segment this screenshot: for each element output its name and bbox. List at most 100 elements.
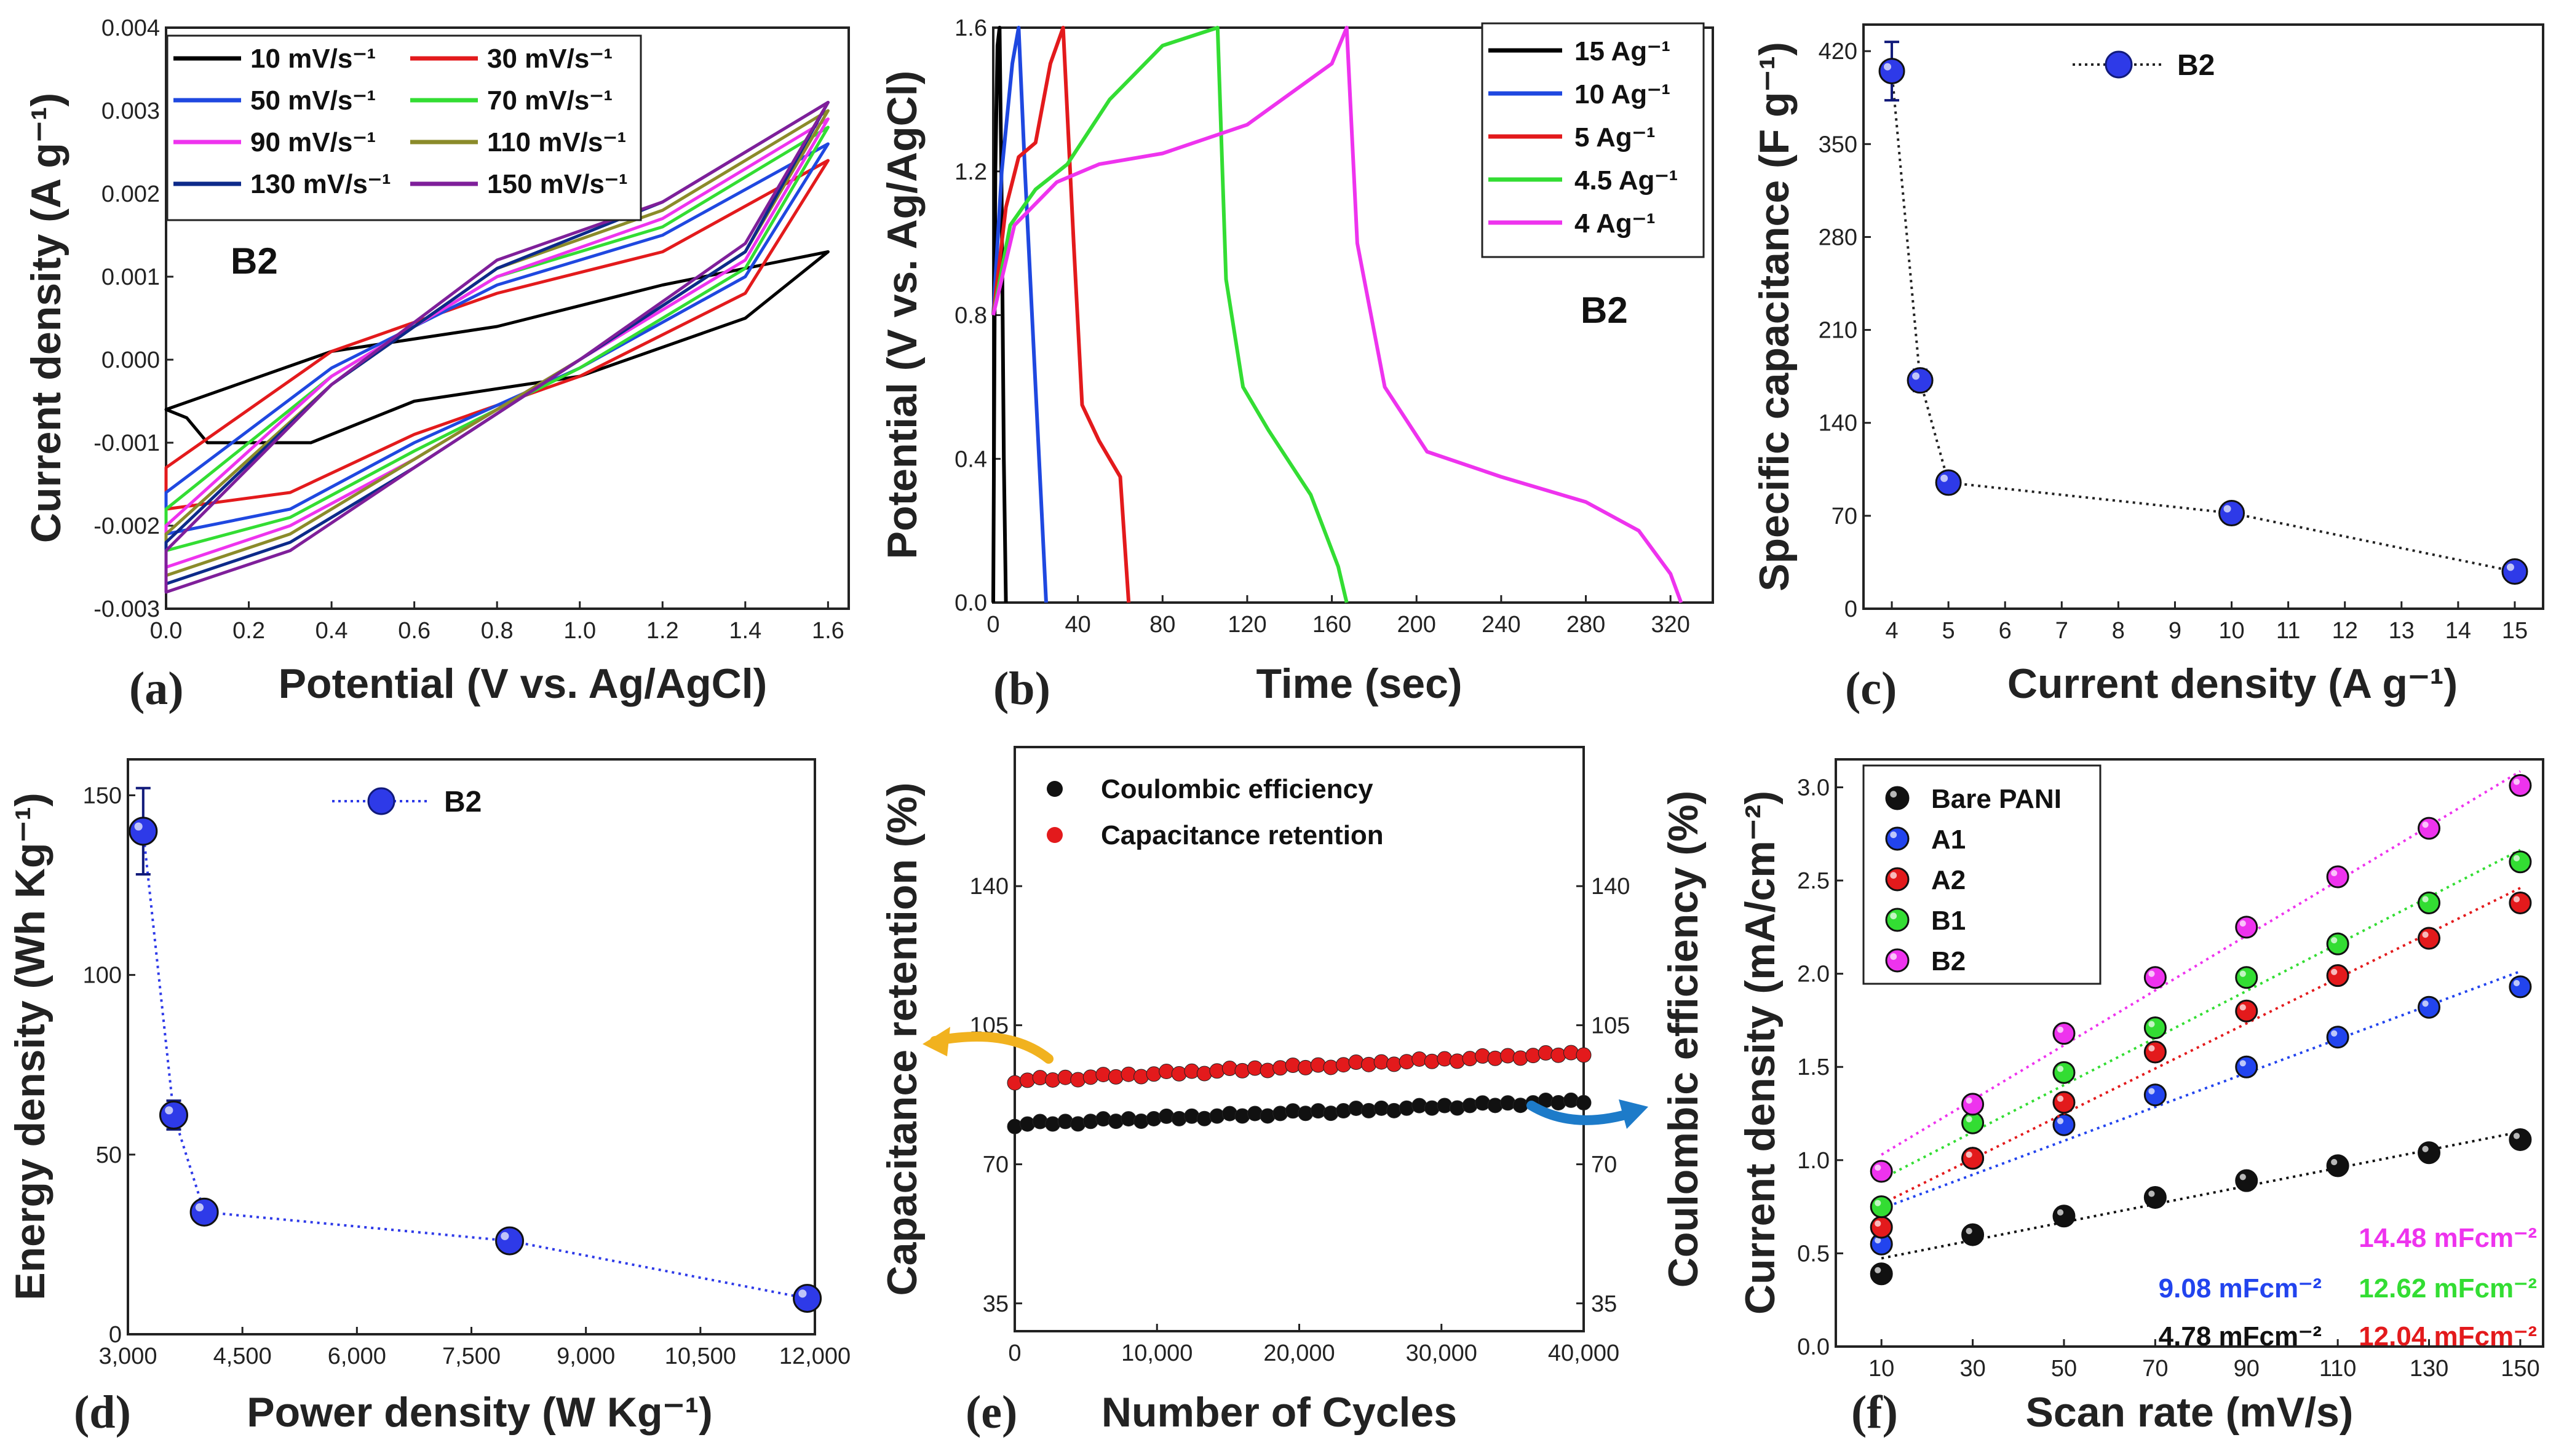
panel-a-xtick-label: 0.2	[232, 618, 265, 644]
panel-f-point-highlight	[2422, 1145, 2429, 1152]
panel-f-xtick-label: 130	[2410, 1356, 2448, 1382]
panel-b-xtick-label: 240	[1482, 612, 1520, 638]
panel-e-cr-point	[1323, 1059, 1339, 1075]
panel-f-legend-label: B2	[1931, 946, 1966, 976]
panel-e-arrows	[923, 1027, 1648, 1129]
panel-c-ytick-label: 70	[1832, 504, 1857, 529]
panel-a-legend-items: 10 mV/s⁻¹ 30 mV/s⁻¹ 50 mV/s⁻¹ 70 mV/s⁻¹ 90 m…	[173, 44, 628, 199]
panel-e-cr-point	[1159, 1064, 1175, 1080]
panel-e-cr-point	[1298, 1059, 1314, 1075]
panel-c-legend: B2	[2073, 49, 2215, 82]
panel-e-cr-point	[1411, 1051, 1427, 1067]
panel-e-cr-point	[1221, 1061, 1237, 1077]
panel-e-ylabel-right: Coulombic efficiency (%)	[1660, 791, 1707, 1288]
panel-d-ytick-label: 150	[83, 783, 122, 809]
panel-f-point-highlight	[2513, 896, 2520, 903]
panel-d-point-highlight	[195, 1203, 204, 1212]
panel-b-legend-label: 10 Ag⁻¹	[1574, 79, 1670, 109]
panel-b-gcd-curve	[991, 26, 1683, 604]
panel-a-tag: B2	[231, 240, 278, 282]
panel-f-point	[2235, 999, 2258, 1023]
panel-d-xtick-label: 6,000	[328, 1343, 386, 1369]
panel-f-point	[2052, 1061, 2076, 1084]
panel-f-legend-label: A1	[1931, 825, 1966, 855]
panel-e-ce-point	[1045, 1116, 1061, 1132]
panel-f-point	[2418, 891, 2441, 914]
panel-e-ce-point	[1020, 1116, 1036, 1132]
panel-b-ylabel: Potential (V vs. Ag/AgCl)	[879, 71, 926, 560]
panel-e-cr-point	[1272, 1060, 1288, 1076]
panel-f-legend-marker	[1885, 908, 1910, 932]
panel-c-letter: (c)	[1845, 663, 1897, 714]
panel-e-cr-point	[1563, 1045, 1579, 1061]
panel-a-legend-label: 90 mV/s⁻¹	[250, 127, 376, 157]
panel-e-ce-point	[1335, 1103, 1351, 1119]
panel-d-xlabel: Power density (W Kg⁻¹)	[247, 1389, 712, 1436]
panel-f-point-highlight	[2513, 979, 2520, 987]
panel-c-point	[2218, 500, 2245, 527]
panel-e-cr-point	[1373, 1054, 1389, 1070]
panel-f-point	[2326, 1154, 2349, 1177]
panel-f-point	[1870, 1160, 1893, 1183]
panel-f-point	[2509, 975, 2532, 999]
panel-d-xtick-label: 10,500	[665, 1343, 736, 1369]
panel-f-point	[2326, 932, 2349, 956]
panel-f-point-highlight	[2422, 931, 2429, 938]
panel-f-point-highlight	[2331, 1158, 2338, 1166]
panel-a-ytick-label: 0.002	[101, 181, 160, 207]
panel-f-legend-marker-highlight	[1890, 831, 1897, 839]
panel-b-legend-label: 4 Ag⁻¹	[1574, 208, 1656, 239]
panel-c-xtick-label: 14	[2445, 618, 2471, 644]
panel-f-point-highlight	[2239, 970, 2246, 977]
panel-b-gcd-curve	[991, 26, 1008, 603]
panel-a-cv-curve	[164, 101, 830, 585]
panel-e-legend-ce-marker	[1047, 781, 1063, 797]
panel-e-ce-point	[1146, 1110, 1162, 1126]
panel-e-ce-point	[1310, 1103, 1326, 1119]
panel-f-point-highlight	[2422, 1000, 2429, 1007]
panel-b-xtick-label: 320	[1651, 612, 1689, 638]
panel-e-ce-point	[1095, 1111, 1111, 1127]
panel-e-ce-point	[1121, 1111, 1137, 1127]
panel-c-xtick-label: 8	[2112, 618, 2125, 644]
panel-e-legend-cr-label: Capacitance retention	[1101, 820, 1384, 850]
panel-a-xtick-label: 1.2	[646, 618, 679, 644]
panel-f-point-highlight	[1966, 1097, 1972, 1104]
panel-e-ce-point	[1247, 1106, 1263, 1122]
panel-f-point-highlight	[1875, 1220, 1881, 1227]
panel-e-cr-point	[1386, 1056, 1402, 1072]
panel-a-legend-label: 110 mV/s⁻¹	[487, 127, 626, 157]
panel-f-legend-marker-highlight	[1890, 872, 1897, 879]
panel-f-slope-label: 12.04 mFcm⁻²	[2359, 1321, 2537, 1351]
panel-d-point-highlight	[165, 1106, 173, 1115]
panel-e-legend: Coulombic efficiency Capacitance retenti…	[1047, 774, 1384, 850]
panel-b-xtick-label: 120	[1228, 612, 1266, 638]
panel-e-ce-point	[1171, 1110, 1187, 1126]
panel-f-point-highlight	[2239, 1004, 2246, 1011]
panel-f-point	[2235, 1169, 2258, 1192]
panel-f-ytick-label: 0.0	[1797, 1334, 1830, 1360]
panel-a-xtick-label: 0.6	[398, 618, 431, 644]
panel-a-cv-curve	[164, 117, 830, 569]
panel-e-cr-point	[1171, 1066, 1187, 1082]
panel-e-xtick-label: 30,000	[1406, 1340, 1477, 1366]
panel-c-xtick-label: 12	[2332, 618, 2358, 644]
panel-c-xtick-label: 5	[1942, 618, 1955, 644]
panel-f-xtick-label: 150	[2501, 1356, 2539, 1382]
panel-f-point	[2143, 1040, 2167, 1064]
panel-a-cv-curve	[164, 142, 830, 536]
panel-e-cr-point	[1184, 1063, 1200, 1079]
panel-a-letter: (a)	[129, 663, 184, 714]
panel-e-ytick-label-right: 105	[1591, 1013, 1630, 1039]
panel-e-cr-point	[1310, 1057, 1326, 1073]
panel-d-legend-marker	[367, 787, 395, 815]
panel-e-cr-point	[1512, 1050, 1528, 1066]
panel-e-cr-point	[1550, 1047, 1566, 1063]
panel-e-cr-point	[1108, 1069, 1124, 1085]
panel-c-point-highlight	[1912, 372, 1920, 380]
panel-c-xtick-label: 7	[2055, 618, 2068, 644]
panel-e-ce-point	[1475, 1095, 1491, 1111]
panel-a-ytick-label: -0.003	[93, 596, 160, 622]
panel-c-xtick-label: 9	[2169, 618, 2181, 644]
